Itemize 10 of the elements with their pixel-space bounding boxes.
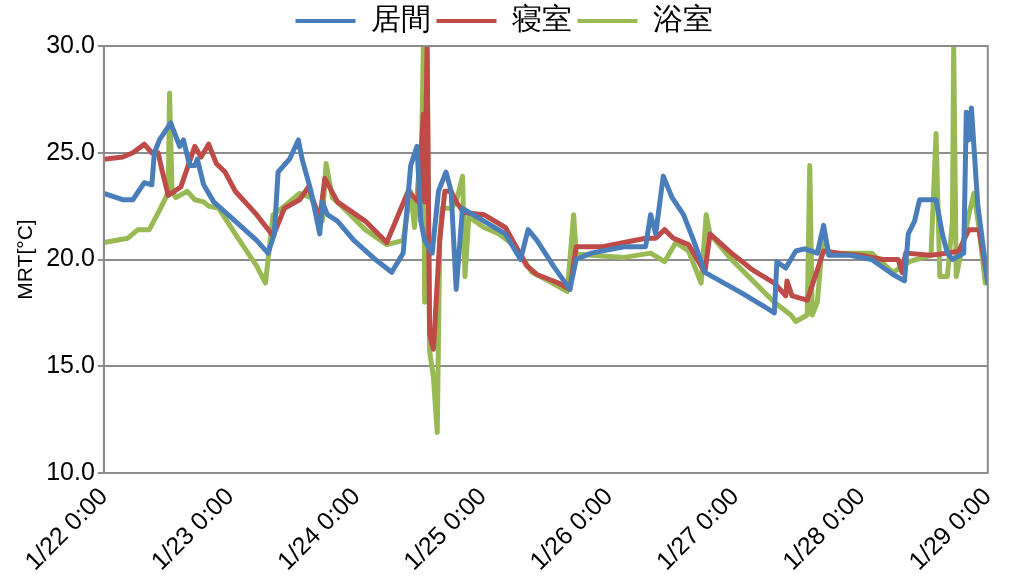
legend-label: 寝室: [511, 2, 572, 36]
y-tick-label: 30.0: [46, 29, 95, 58]
y-tick-label: 15.0: [46, 350, 95, 379]
y-tick-label: 10.0: [46, 456, 95, 485]
legend-label: 居間: [370, 2, 431, 36]
y-axis-title: MRT[°C]: [13, 219, 37, 300]
x-tick-label: 1/29 0:00: [902, 481, 997, 575]
y-tick-label: 25.0: [46, 136, 95, 165]
y-tick-label: 20.0: [46, 243, 95, 272]
legend-label: 浴室: [652, 2, 713, 36]
